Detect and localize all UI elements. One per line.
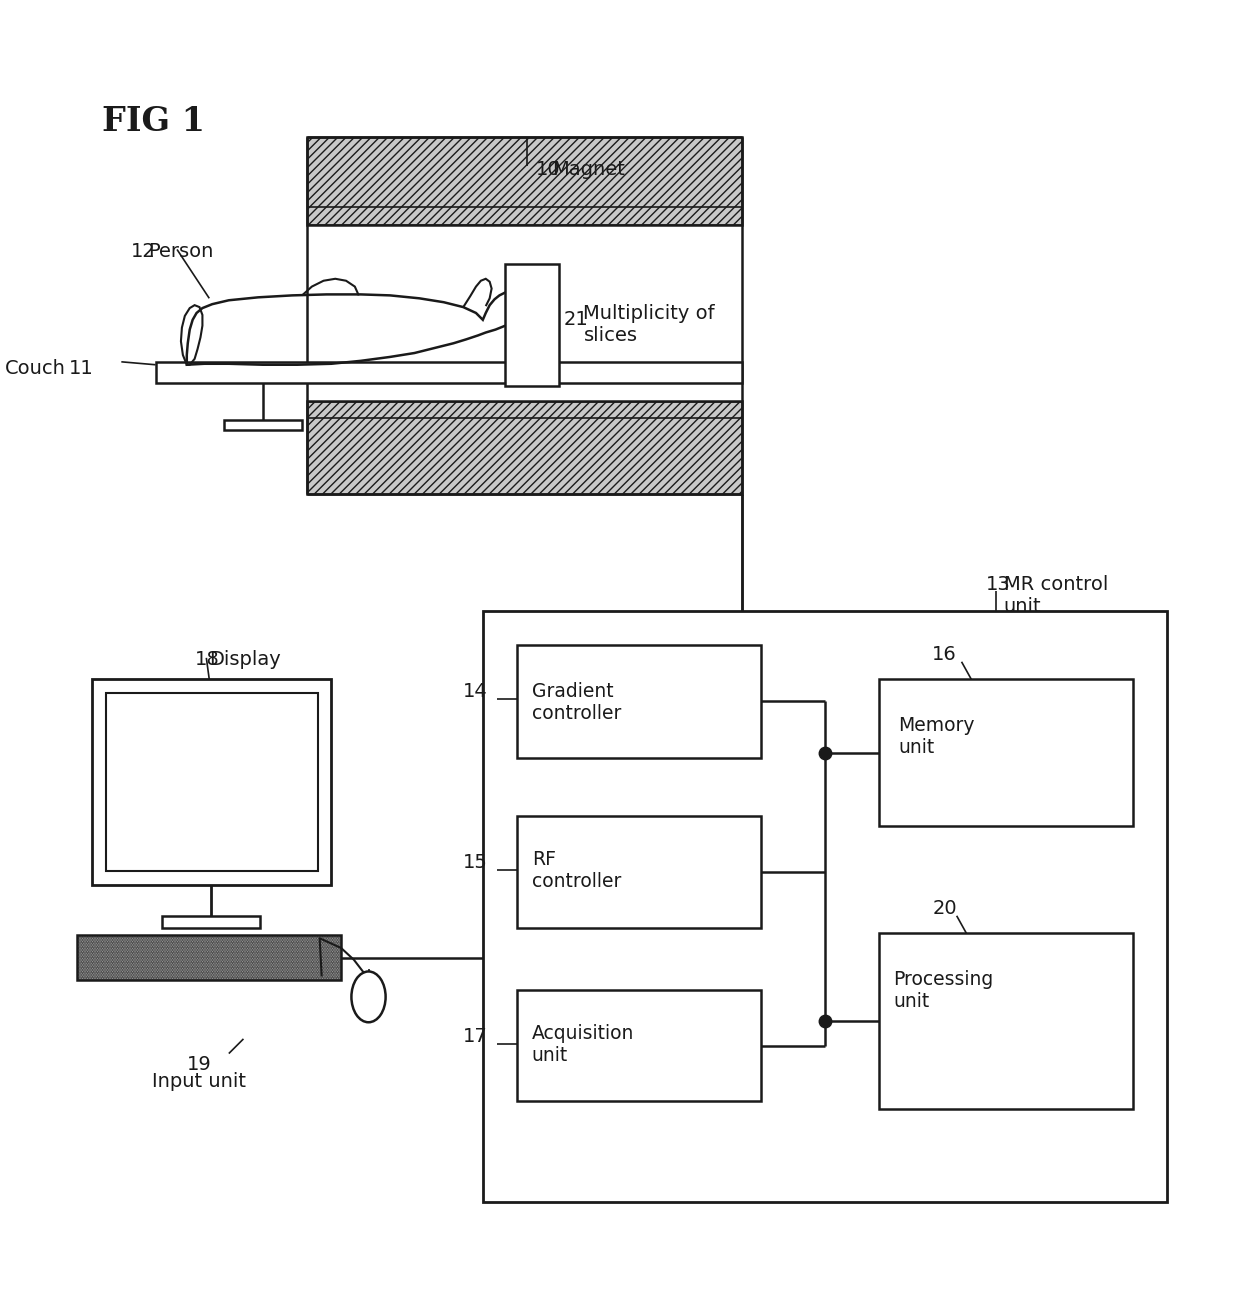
Text: 11: 11 [68, 358, 93, 378]
Ellipse shape [351, 972, 386, 1023]
Text: Multiplicity of
slices: Multiplicity of slices [584, 304, 715, 345]
Text: Display: Display [210, 650, 281, 668]
Bar [878, 679, 1132, 826]
Text: 10: 10 [536, 159, 560, 179]
Bar [155, 362, 742, 383]
Text: Memory
unit: Memory unit [898, 717, 975, 757]
Bar [505, 265, 559, 386]
Text: 18: 18 [195, 650, 219, 668]
Bar [224, 421, 303, 430]
Text: Acquisition
unit: Acquisition unit [532, 1024, 634, 1066]
Text: RF
controller: RF controller [532, 851, 621, 891]
Text: 14: 14 [464, 683, 489, 701]
Text: Gradient
controller: Gradient controller [532, 683, 621, 723]
Text: Magnet: Magnet [552, 159, 625, 179]
Text: 15: 15 [464, 853, 489, 872]
Bar [308, 401, 742, 494]
Bar [878, 933, 1132, 1109]
Bar [517, 990, 761, 1101]
Bar [77, 936, 341, 980]
Bar [105, 693, 317, 870]
Bar [308, 225, 742, 401]
Text: 12: 12 [131, 241, 156, 261]
Text: Couch: Couch [5, 358, 66, 378]
Text: Processing
unit: Processing unit [893, 971, 993, 1011]
Bar [517, 645, 761, 757]
Text: Person: Person [148, 241, 213, 261]
Text: FIG 1: FIG 1 [102, 104, 205, 138]
Bar [162, 916, 260, 928]
Bar [92, 679, 331, 885]
Text: 13: 13 [986, 575, 1011, 594]
Bar [308, 137, 742, 225]
Text: MR control
unit: MR control unit [1003, 575, 1109, 616]
Text: 16: 16 [932, 645, 957, 665]
Bar [482, 611, 1167, 1203]
Text: 21: 21 [564, 310, 589, 330]
Text: Input unit: Input unit [153, 1072, 247, 1091]
Text: 20: 20 [932, 899, 957, 919]
Bar [517, 816, 761, 929]
Text: 19: 19 [187, 1055, 212, 1075]
Text: 17: 17 [464, 1027, 489, 1046]
